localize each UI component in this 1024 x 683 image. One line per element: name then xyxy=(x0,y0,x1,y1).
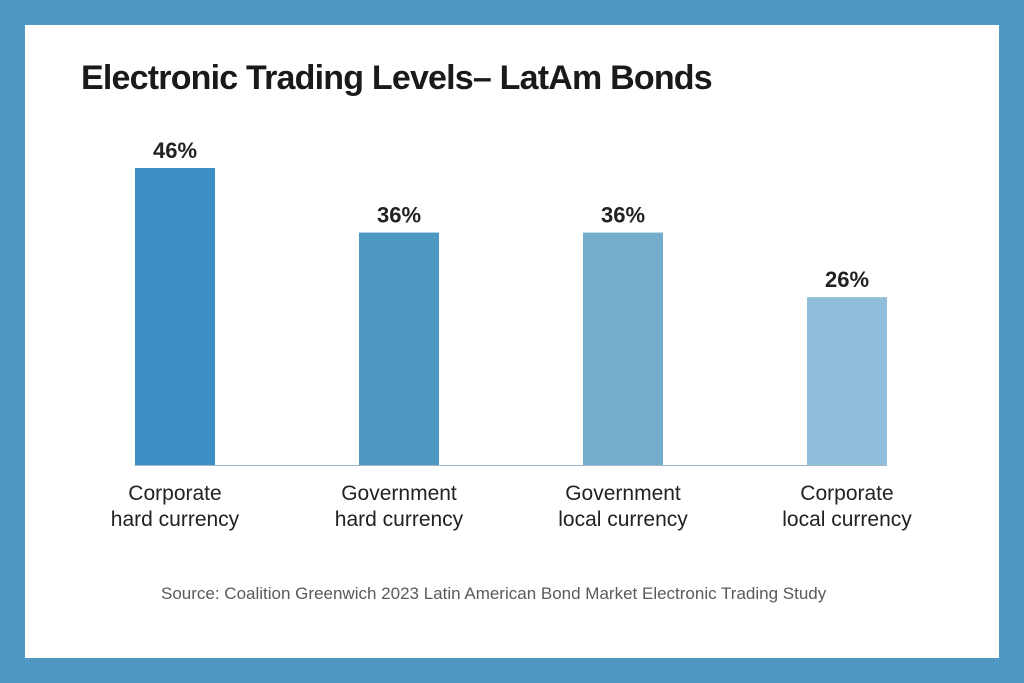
bar-value-label: 36% xyxy=(377,203,421,228)
category-label: Government hard currency xyxy=(335,482,464,531)
category-label: Government local currency xyxy=(558,482,688,531)
bar-4 xyxy=(807,297,887,465)
chart-title: Electronic Trading Levels– LatAm Bonds xyxy=(81,59,713,97)
bar-2 xyxy=(359,232,439,465)
bar-1 xyxy=(135,168,215,465)
category-label: Corporate hard currency xyxy=(111,482,240,531)
chart-panel: Electronic Trading Levels– LatAm Bonds 4… xyxy=(25,25,999,658)
bar-value-label: 26% xyxy=(825,267,869,292)
bar-chart: 46% Corporate hard currency 36% Government ha… xyxy=(111,138,912,531)
bar-3 xyxy=(583,232,663,465)
bar-value-label: 36% xyxy=(601,203,645,228)
source-note: Source: Coalition Greenwich 2023 Latin A… xyxy=(161,584,827,603)
bar-value-label: 46% xyxy=(153,138,197,163)
category-label: Corporate local currency xyxy=(782,482,912,531)
